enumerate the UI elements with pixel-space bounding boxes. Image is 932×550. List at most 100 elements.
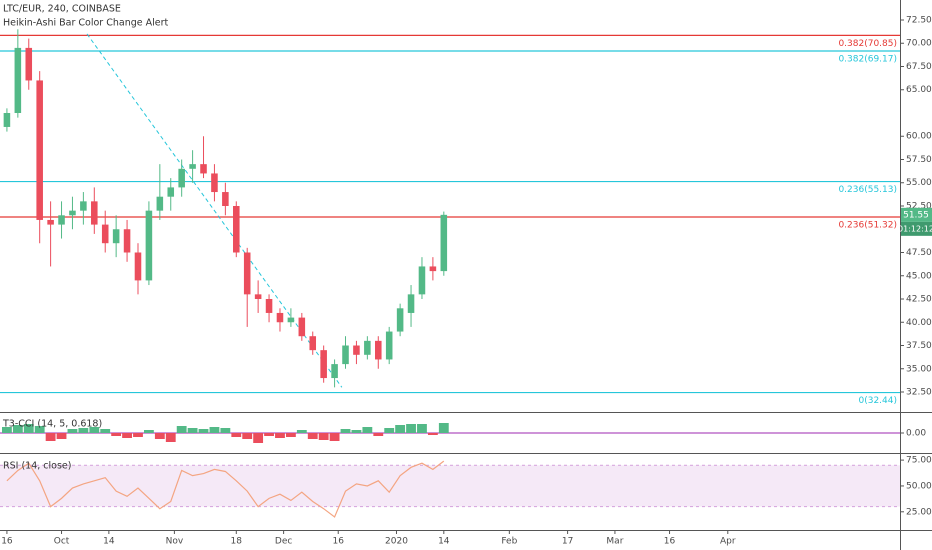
y-tick-label: 35.00 [906, 364, 932, 374]
cci-bar [427, 433, 438, 435]
candle-body [440, 214, 448, 272]
cci-bar [253, 433, 264, 443]
cci-bar [154, 433, 165, 439]
cci-bar [23, 424, 34, 433]
cci-bar [264, 433, 274, 436]
rsi-band [0, 465, 900, 507]
fib-level-label: 0.236(51.32) [838, 220, 897, 230]
x-tick-label: Oct [54, 537, 70, 547]
fib-level-label: 0.382(70.85) [838, 39, 897, 49]
candle-body [14, 47, 22, 113]
x-tick-label: Mar [606, 537, 623, 547]
cci-bar [351, 430, 362, 433]
y-tick-label: 65.00 [906, 85, 932, 95]
cci-bar [417, 424, 427, 433]
cci-bar [187, 428, 198, 433]
candle-body [276, 312, 284, 323]
x-tick-label: 16 [664, 537, 676, 547]
cci-bar [438, 423, 449, 433]
last-price-label: 51.55 [903, 210, 929, 220]
candle-body [287, 317, 295, 323]
candle-body [156, 196, 164, 211]
candle-body [178, 168, 185, 188]
cci-bar [56, 433, 67, 439]
y-tick-label: 57.50 [906, 155, 932, 165]
cci-bar [176, 426, 187, 433]
y-tick-label: 47.50 [906, 248, 932, 258]
rsi-title: RSI (14, close) [3, 461, 71, 472]
candle-body [418, 266, 426, 295]
y-tick-label: 40.00 [906, 318, 932, 328]
last-price-box [901, 207, 932, 222]
candle-body [233, 206, 240, 253]
cci-bar [143, 430, 154, 433]
y-tick-label: 42.50 [906, 295, 932, 305]
y-tick-label: 25.00 [906, 507, 932, 517]
x-tick-label: 17 [562, 537, 573, 547]
y-tick-label: 52.50 [906, 202, 932, 212]
countdown-label: 01:12:12 [898, 224, 932, 233]
x-tick-label: Dec [275, 537, 292, 547]
candle-body [91, 201, 98, 225]
candle-body [320, 350, 327, 379]
candle-body [134, 252, 142, 281]
candle-body [375, 340, 382, 360]
cci-bar [45, 433, 56, 441]
x-tick-label: Feb [501, 537, 517, 547]
candle-body [211, 173, 218, 193]
candle-body [123, 229, 131, 253]
cci-bar [296, 430, 307, 433]
candle-body [36, 80, 43, 220]
cci-bar [318, 433, 329, 440]
candle-body [429, 266, 437, 272]
y-tick-label: 32.50 [906, 388, 932, 398]
cci-bar [12, 425, 23, 433]
symbol-title: LTC/EUR, 240, COINBASE [3, 4, 121, 15]
cci-bar [362, 427, 373, 433]
cci-bar [275, 433, 285, 438]
candle-body [112, 229, 120, 244]
cci-bar [165, 433, 176, 442]
indicator-title: Heikin-Ashi Bar Color Change Alert [3, 18, 169, 29]
cci-bar [395, 425, 406, 433]
cci-bar [133, 433, 143, 437]
candle-body [200, 164, 207, 174]
y-tick-label: 0.00 [906, 429, 926, 439]
candle-body [69, 210, 76, 216]
candle-body [254, 294, 262, 300]
candle-body [364, 340, 371, 355]
cci-bar [209, 427, 220, 433]
cci-bar [329, 433, 340, 441]
x-tick-label: Apr [720, 537, 736, 547]
y-tick-label: 55.00 [906, 178, 932, 188]
y-tick-label: 75.00 [906, 456, 932, 466]
cci-bar [307, 433, 318, 439]
cci-bar [111, 433, 122, 436]
candle-body [265, 299, 273, 313]
cci-bar [122, 433, 132, 438]
candle-body [101, 224, 109, 244]
candle-body [222, 192, 229, 206]
x-tick-label: 16 [333, 537, 345, 547]
x-tick-label: 2020 [385, 537, 408, 547]
y-tick-label: 60.00 [906, 132, 932, 142]
countdown-box [901, 221, 932, 236]
y-tick-label: 50.00 [906, 481, 932, 491]
candle-body [189, 164, 196, 169]
candle-body [331, 364, 338, 379]
candle-body [25, 47, 33, 81]
cci-bar [384, 428, 395, 433]
x-tick-label: Nov [166, 537, 184, 547]
y-tick-label: 37.50 [906, 341, 932, 351]
x-tick-label: 14 [438, 537, 450, 547]
fib-level-label: 0.382(69.17) [838, 54, 897, 64]
rsi-line [6, 460, 445, 518]
cci-bar [285, 433, 296, 437]
cci-bar [89, 427, 100, 433]
cci-bar [220, 428, 231, 433]
candle-body [47, 219, 54, 225]
cci-bar [34, 426, 45, 433]
cci-bar [78, 428, 89, 433]
